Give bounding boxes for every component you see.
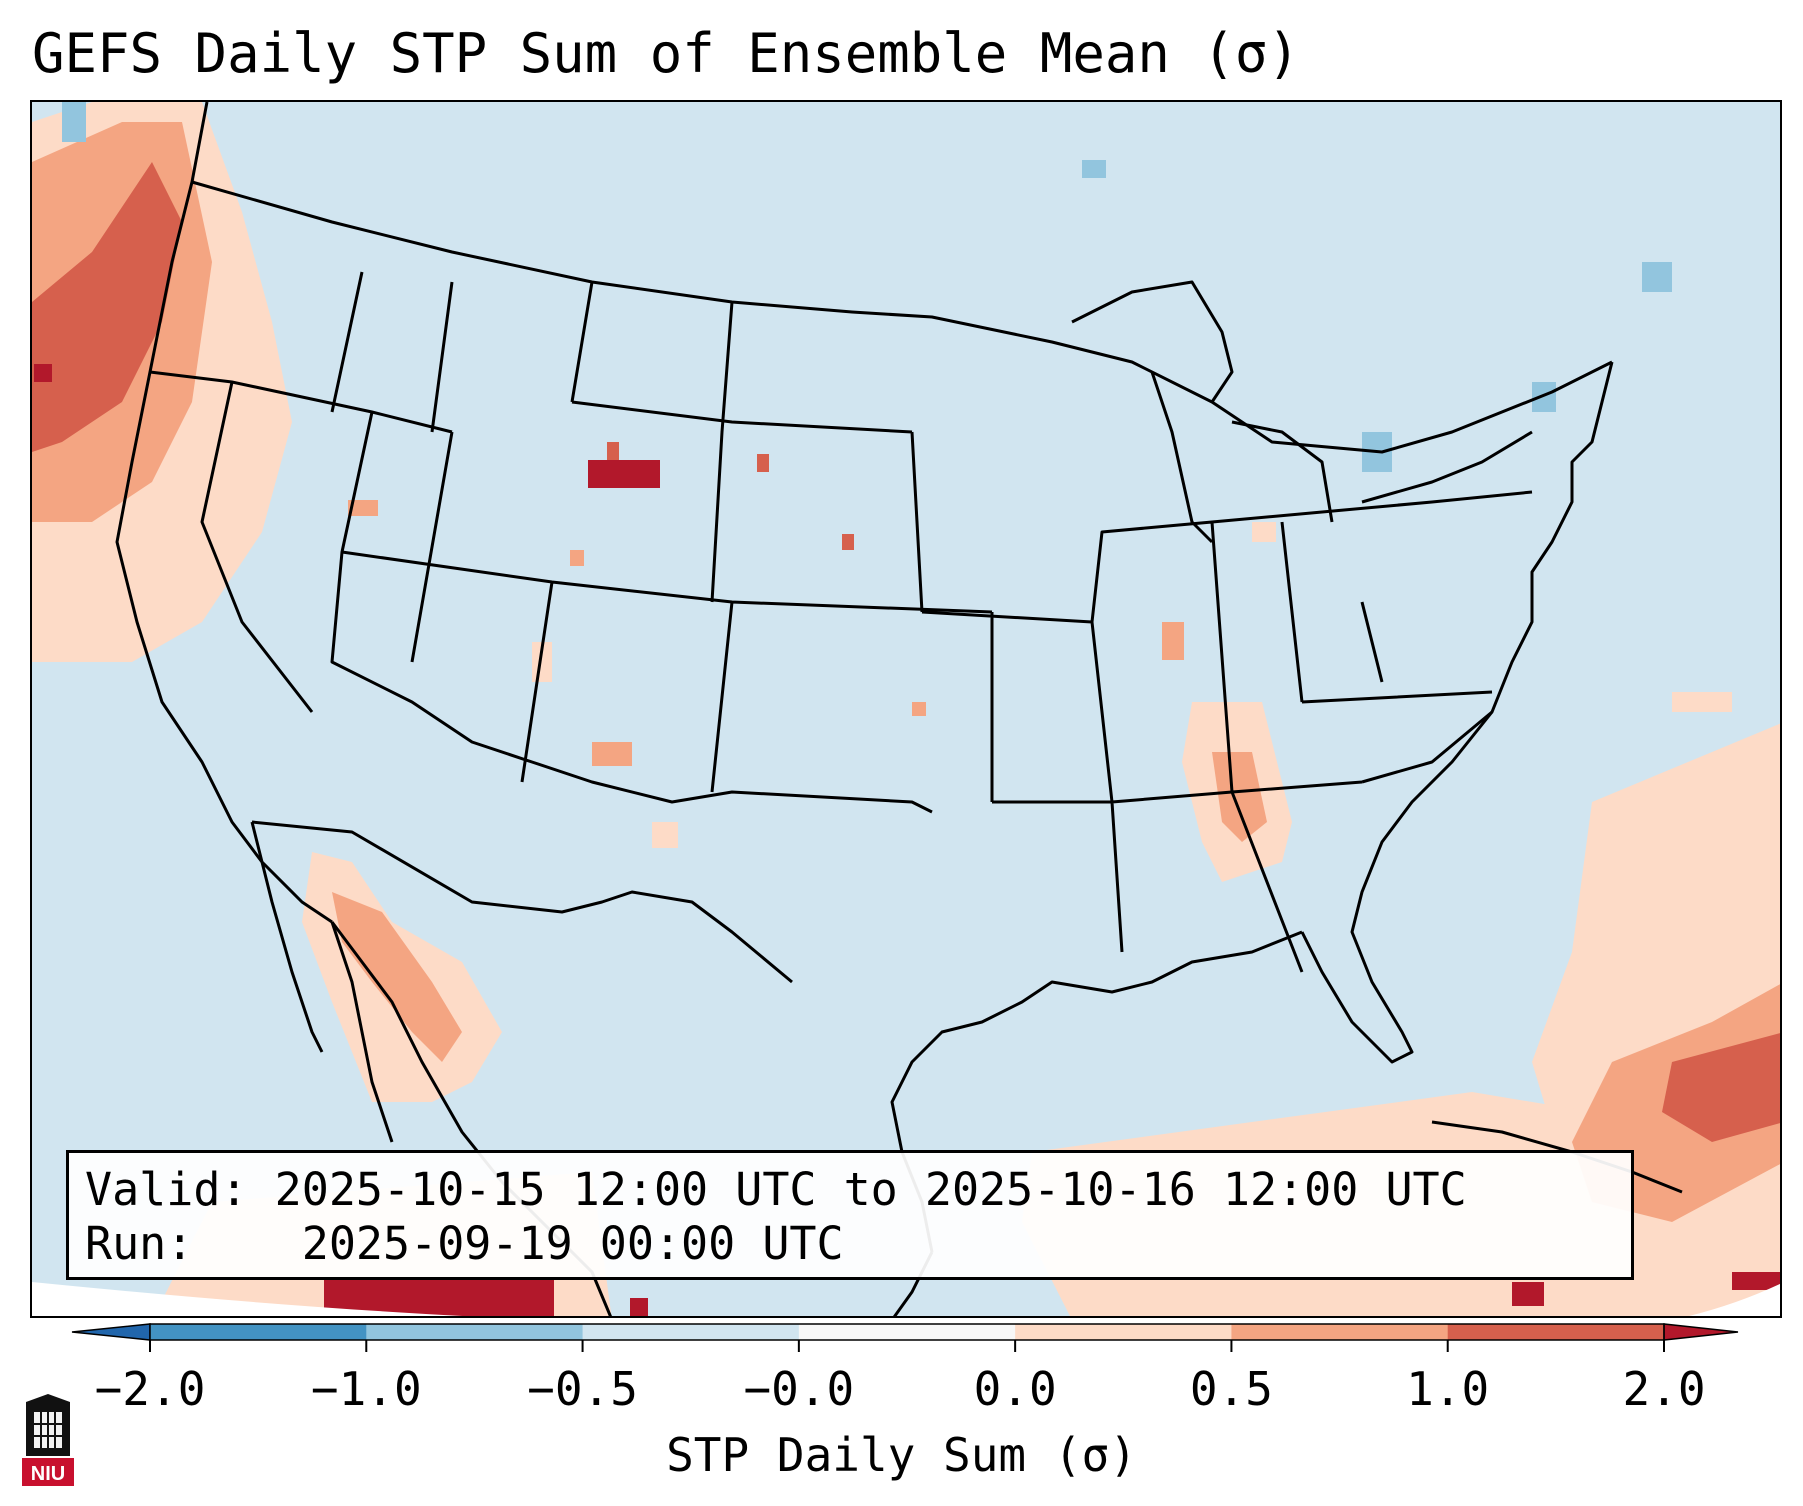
state-borders xyxy=(149,271,1533,973)
colorbar-tick-label: −0.5 xyxy=(527,1362,638,1416)
shading-illinois xyxy=(1162,622,1184,660)
colorbar-segment xyxy=(1447,1324,1665,1340)
shading-negative xyxy=(1642,262,1672,292)
colorbar-tick-label: −2.0 xyxy=(94,1362,206,1416)
colorbar-tick-label: 2.0 xyxy=(1622,1362,1706,1416)
shading-speckle xyxy=(912,702,926,716)
shading-wyoming-extreme xyxy=(588,460,660,488)
usa-mexico-border xyxy=(251,820,793,984)
shading-pnw-strong xyxy=(32,162,182,452)
off-globe-corner xyxy=(1689,1283,1780,1316)
shading-speckle xyxy=(570,550,584,566)
shading-caribbean-extreme-2 xyxy=(1732,1272,1780,1290)
niu-logo-text: NIU xyxy=(31,1463,65,1485)
off-globe-corner xyxy=(32,1282,463,1316)
colorbar-over-arrow xyxy=(1663,1323,1739,1341)
map-title: GEFS Daily STP Sum of Ensemble Mean (σ) xyxy=(32,22,1300,85)
shading-pnw-extreme xyxy=(34,364,52,382)
colorbar-tick-label: −1.0 xyxy=(310,1362,422,1416)
shading-gulf-california xyxy=(332,892,462,1062)
colorbar-under-arrow xyxy=(71,1323,151,1341)
colorbar-tick-label: 0.0 xyxy=(973,1362,1057,1416)
shading-speckle xyxy=(757,454,769,472)
valid-label: Valid: xyxy=(85,1163,248,1216)
colorbar-frame xyxy=(149,1323,1665,1341)
shading-speckle xyxy=(1252,522,1276,542)
shading-negative xyxy=(62,102,86,142)
colorbar-label: STP Daily Sum (σ) xyxy=(666,1428,1137,1482)
colorbar-segment xyxy=(1231,1324,1449,1340)
run-value: 2025-09-19 00:00 UTC xyxy=(301,1217,844,1270)
baja-peninsula xyxy=(250,821,394,1143)
colorbar xyxy=(71,1323,1739,1352)
coastline-east xyxy=(1300,361,1614,1064)
shading-speckle xyxy=(842,534,854,550)
shading-speckle xyxy=(1672,692,1732,712)
canada-border xyxy=(191,180,1613,454)
coastline-gulf xyxy=(890,930,1303,1253)
colorbar-segment xyxy=(366,1324,584,1340)
shading-speckle xyxy=(348,500,378,516)
shading-negative xyxy=(1082,160,1106,178)
map-panel[interactable] xyxy=(30,100,1782,1318)
colorbar-segment xyxy=(150,1324,367,1340)
valid-run-box: Valid: 2025-10-15 12:00 UTC to 2025-10-1… xyxy=(66,1150,1634,1280)
colorbar-tick-label: 0.5 xyxy=(1189,1362,1273,1416)
shading-speckle xyxy=(652,822,678,848)
colorbar-tick-label: 1.0 xyxy=(1406,1362,1490,1416)
shading-caribbean-extreme xyxy=(1512,1282,1544,1306)
colorbar-segment xyxy=(798,1324,1016,1340)
shading-speckle xyxy=(592,742,632,766)
niu-logo: NIU xyxy=(22,1394,74,1486)
shading-mexico-spot xyxy=(630,1298,648,1316)
colorbar-segment xyxy=(1015,1324,1232,1340)
shading-caribbean-strong xyxy=(1662,1033,1780,1142)
shading-alabama-mid xyxy=(1212,752,1267,842)
valid-value: 2025-10-15 12:00 UTC to 2025-10-16 12:00… xyxy=(274,1163,1467,1216)
shading-wyoming-edge xyxy=(607,442,619,460)
colorbar-tick-label: −0.0 xyxy=(743,1362,855,1416)
great-lakes xyxy=(1071,280,1533,544)
map-canvas xyxy=(32,102,1780,1316)
niu-logo-window-grid xyxy=(34,1412,62,1448)
shading-mexico-extreme xyxy=(324,1280,554,1316)
run-label: Run: xyxy=(85,1217,194,1270)
niu-logo-banner xyxy=(22,1458,74,1486)
colorbar-segment xyxy=(582,1324,800,1340)
